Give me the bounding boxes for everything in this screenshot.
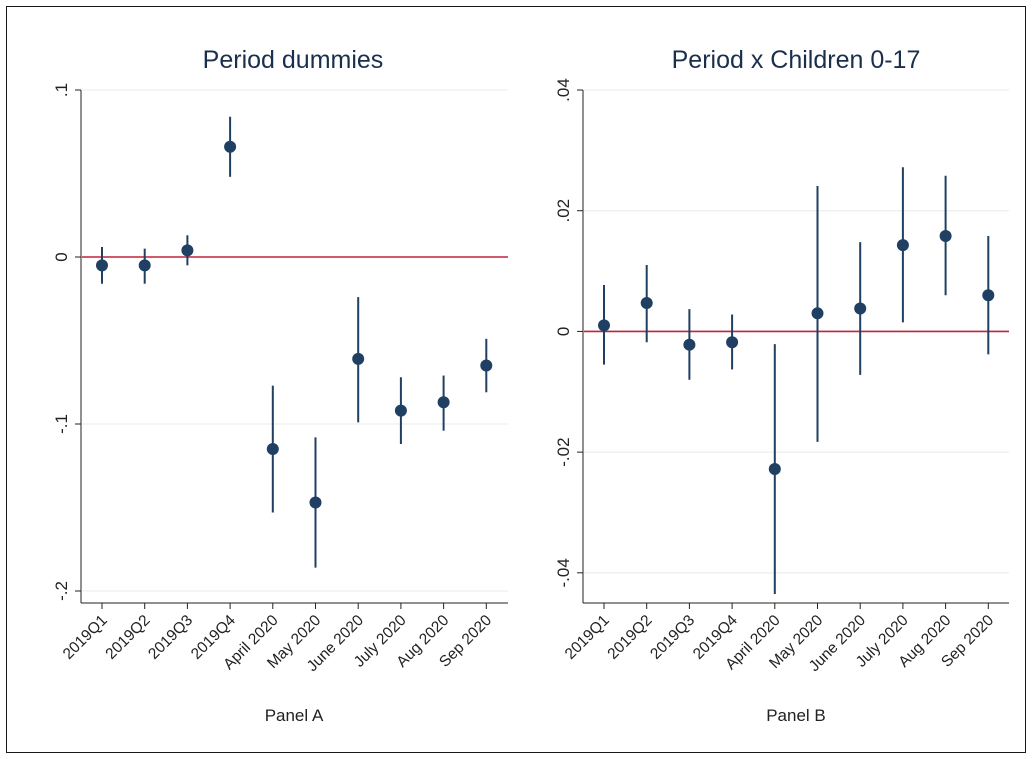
- panel-b: Period x Children 0-17 .04 .02 0 -.02 -.04 2…: [554, 46, 1009, 725]
- panel-b-y-tick-label: .04: [554, 78, 573, 102]
- panel-b-point-estimate: [726, 336, 739, 349]
- panel-a-point-estimate: [352, 352, 365, 365]
- panel-a-point-estimate: [309, 496, 322, 509]
- panel-b-x-tick-label: 2019Q2: [604, 612, 655, 663]
- panel-a-x-tick-label: 2019Q1: [60, 612, 111, 663]
- panel-b-point-estimate: [768, 463, 781, 476]
- panel-b-point-estimate: [982, 289, 995, 302]
- panel-b-point-estimate: [896, 239, 909, 252]
- panel-b-point-estimate: [854, 302, 867, 315]
- panel-b-point-estimate: [598, 319, 610, 332]
- panel-b-y-tick-label: -.04: [554, 558, 573, 587]
- panel-b-point-estimate: [811, 307, 824, 320]
- panel-b-y-tick-label: .02: [554, 199, 573, 223]
- panel-a-point-estimate: [224, 140, 237, 153]
- panel-b-x-tick-label: 2019Q1: [562, 612, 613, 663]
- panel-a-y-tick-label: -.1: [52, 414, 71, 434]
- panel-a-y-tick-label: .1: [52, 83, 71, 97]
- panel-b-title: Period x Children 0-17: [672, 46, 921, 74]
- panel-b-point-estimate: [939, 230, 952, 243]
- panel-b-x-tick-label: 2019Q3: [647, 612, 698, 663]
- panel-a-point-estimate: [96, 259, 108, 272]
- panel-a-point-estimate: [181, 244, 194, 257]
- panel-a: Period dummies .1 0 -.1 -.2 2019Q12019Q2201…: [52, 46, 508, 725]
- panel-a-point-estimate: [394, 404, 407, 417]
- panel-b-point-estimate: [683, 338, 696, 351]
- panel-a-point-estimate: [138, 259, 151, 272]
- panel-b-y-tick-label: -.02: [554, 437, 573, 466]
- panel-a-x-tick-label: 2019Q2: [102, 612, 153, 663]
- panel-b-y-tick-label: 0: [554, 327, 573, 336]
- panel-b-x-label: Panel B: [766, 706, 826, 725]
- panel-a-point-estimate: [437, 396, 450, 409]
- panel-b-point-estimate: [640, 297, 653, 310]
- figure-frame: [6, 6, 1026, 753]
- panel-a-x-tick-label: 2019Q3: [145, 612, 196, 663]
- panel-a-x-label: Panel A: [265, 706, 324, 725]
- panel-a-point-estimate: [266, 443, 279, 456]
- panel-a-y-tick-label: -.2: [52, 581, 71, 601]
- panel-a-title: Period dummies: [203, 46, 384, 74]
- panel-a-point-estimate: [480, 359, 493, 372]
- panel-a-y-tick-label: 0: [52, 252, 71, 261]
